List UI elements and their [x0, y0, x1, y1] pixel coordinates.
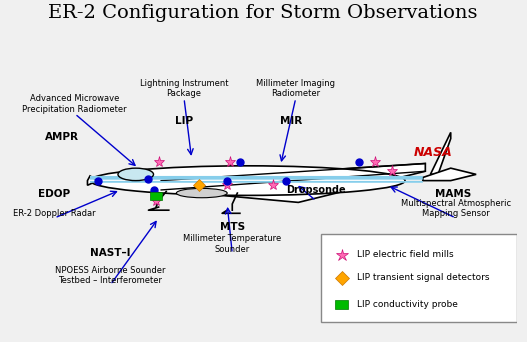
Text: AMPR: AMPR	[45, 132, 79, 142]
Ellipse shape	[90, 166, 405, 195]
Polygon shape	[423, 168, 476, 181]
Text: Millimeter Temperature
Sounder: Millimeter Temperature Sounder	[183, 234, 281, 254]
Text: Dropsonde: Dropsonde	[286, 185, 346, 195]
Title: ER-2 Configuration for Storm Observations: ER-2 Configuration for Storm Observation…	[48, 4, 477, 22]
Text: Lightning Instrument
Package: Lightning Instrument Package	[140, 79, 228, 98]
Polygon shape	[431, 132, 451, 174]
Polygon shape	[87, 176, 97, 185]
FancyBboxPatch shape	[321, 234, 517, 322]
Text: Advanced Microwave
Precipitation Radiometer: Advanced Microwave Precipitation Radiome…	[23, 94, 127, 114]
Text: Multispectral Atmospheric
Mapping Sensor: Multispectral Atmospheric Mapping Sensor	[401, 199, 511, 218]
Text: MIR: MIR	[279, 116, 302, 126]
Text: NPOESS Airborne Sounder
Testbed – Interferometer: NPOESS Airborne Sounder Testbed – Interf…	[55, 265, 165, 285]
Text: LIP transient signal detectors: LIP transient signal detectors	[357, 273, 489, 282]
FancyBboxPatch shape	[90, 176, 423, 180]
Text: Millimeter Imaging
Radiometer: Millimeter Imaging Radiometer	[256, 79, 335, 98]
Ellipse shape	[118, 168, 153, 181]
Text: MAMS: MAMS	[435, 189, 471, 199]
Bar	[150, 193, 162, 200]
Text: ER-2 Doppler Radar: ER-2 Doppler Radar	[13, 209, 96, 218]
Bar	[335, 300, 348, 309]
Text: LIP electric field mills: LIP electric field mills	[357, 250, 453, 259]
Text: NASA: NASA	[414, 146, 452, 159]
Text: MTS: MTS	[220, 222, 245, 232]
Text: LIP: LIP	[175, 116, 193, 126]
Text: LIP conductivity probe: LIP conductivity probe	[357, 300, 457, 309]
FancyBboxPatch shape	[90, 181, 423, 183]
Polygon shape	[161, 163, 425, 202]
Ellipse shape	[177, 188, 227, 198]
Text: EDOP: EDOP	[38, 189, 71, 199]
Text: NAST–I: NAST–I	[90, 248, 131, 259]
